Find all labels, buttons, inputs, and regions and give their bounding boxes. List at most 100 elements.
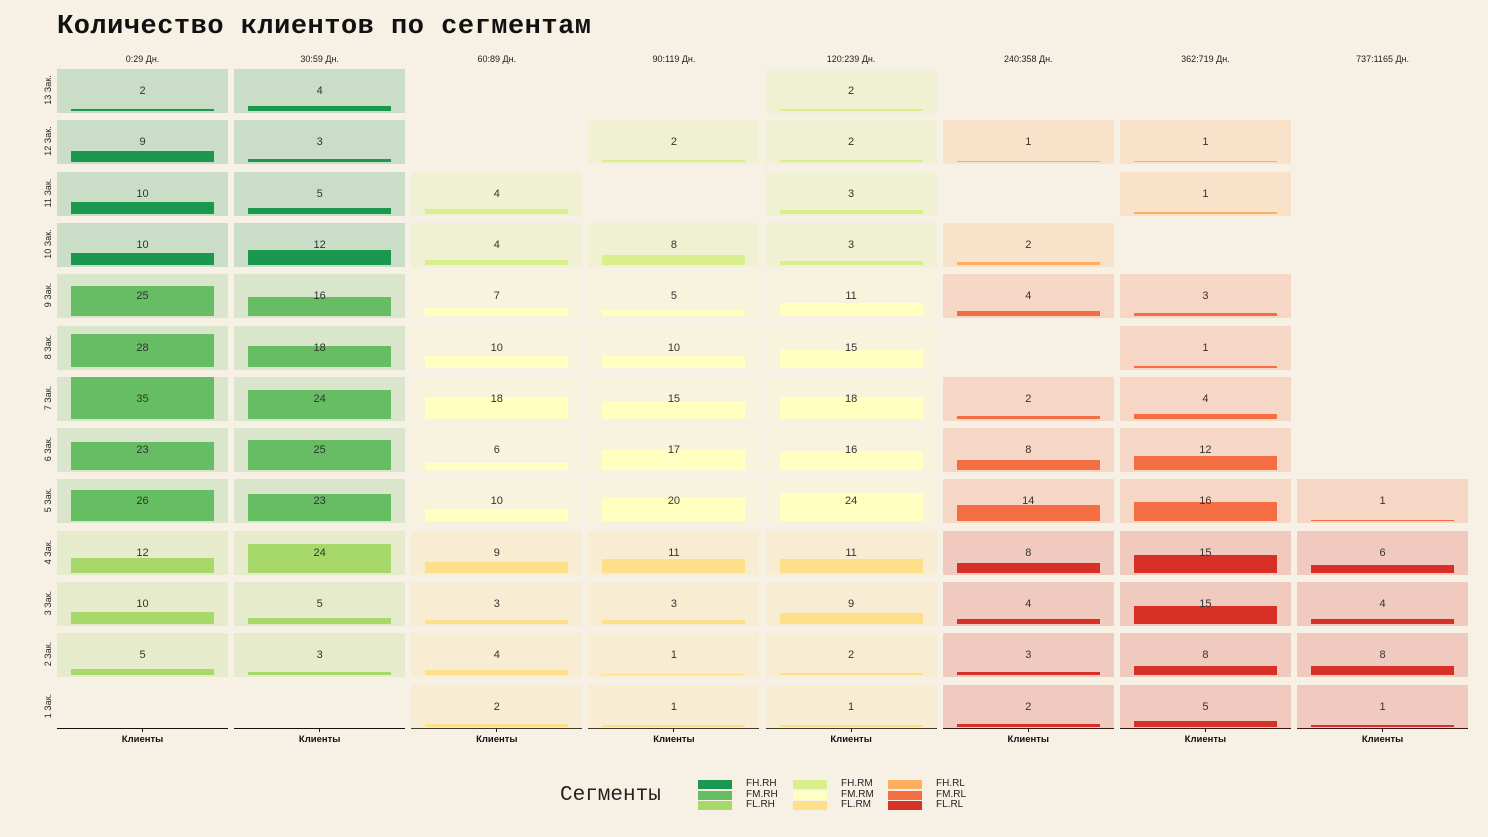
data-label: 10	[136, 598, 149, 610]
data-label: 3	[316, 136, 323, 149]
facet-panel: 1	[942, 120, 1114, 165]
row-label: 4 Зак.	[43, 539, 53, 564]
column-header: 30:59 Дн.	[300, 54, 339, 64]
facet-panel: 2	[942, 376, 1114, 421]
row-label: 1 Зак.	[43, 693, 53, 718]
data-label: 10	[667, 341, 681, 354]
row-label: 6 Зак.	[43, 436, 53, 462]
bar-fl-rm	[602, 620, 746, 624]
data-label: 5	[1202, 700, 1209, 713]
data-label: 8	[670, 238, 677, 251]
data-label: 11	[845, 290, 857, 303]
bar-fm-rh	[248, 345, 392, 368]
facet-panel: 2	[942, 222, 1114, 267]
bar-fm-rm	[602, 400, 746, 419]
data-label: 18	[313, 341, 326, 354]
data-label: 1	[1202, 136, 1209, 149]
x-axis-label: Клиенты	[121, 734, 164, 745]
data-label: 18	[490, 392, 503, 405]
bar-fm-rh	[71, 333, 214, 368]
bar-fm-rm	[602, 355, 746, 368]
facet-panel: 12	[234, 222, 406, 267]
facet-panel: 23	[234, 479, 406, 524]
bar-fh-rl	[1133, 160, 1277, 163]
facet-panel: 9	[411, 530, 583, 575]
facet-panel: 11	[765, 274, 937, 319]
legend-key-fm-rm	[793, 790, 827, 800]
facet-panel: 1	[588, 684, 760, 729]
facet-panel: 3	[234, 120, 406, 165]
bar-fl-rl	[1311, 565, 1455, 573]
data-label: 25	[313, 444, 326, 457]
data-label: 3	[493, 598, 500, 610]
x-axis-tick	[850, 729, 852, 732]
facet-panel: 10	[588, 325, 760, 370]
facet-panel: 28	[57, 325, 228, 370]
facet-panel: 15	[588, 376, 760, 421]
data-label: 16	[1199, 495, 1212, 508]
row-label: 2 Зак.	[43, 642, 53, 667]
bar-fm-rm	[425, 509, 569, 522]
facet-panel: 2	[765, 633, 937, 678]
data-label: 17	[667, 444, 681, 457]
facet-panel: 2	[588, 120, 760, 165]
x-axis-line	[411, 728, 583, 729]
bar-fm-rl	[1133, 455, 1277, 471]
bar-fh-rh	[248, 106, 392, 111]
facet-panel: 1	[1297, 684, 1469, 729]
bar-fm-rl	[956, 460, 1100, 471]
x-axis-tick	[1027, 729, 1029, 732]
bar-fl-rl	[1133, 606, 1277, 624]
data-label: 12	[313, 238, 326, 251]
facet-panel: 10	[411, 479, 583, 524]
facet-panel: 3	[588, 582, 760, 626]
facet-panel: 6	[1297, 530, 1469, 575]
data-label: 8	[1379, 649, 1386, 662]
legend-key-fh-rm	[793, 780, 827, 789]
facet-panel: 9	[57, 120, 228, 165]
facet-panel: 4	[411, 171, 583, 216]
facet-panel: 23	[57, 428, 228, 473]
facet-panel: 1	[765, 684, 937, 729]
legend-key-fl-rh	[698, 801, 732, 810]
bar-fm-rm	[602, 449, 746, 471]
bar-fh-rh	[248, 207, 392, 214]
facet-panel: 5	[57, 633, 228, 678]
facet-panel: 25	[57, 274, 228, 319]
data-label: 3	[1202, 290, 1209, 303]
bar-fl-rh	[248, 618, 392, 624]
x-axis-label: Клиенты	[1361, 734, 1404, 745]
bar-fl-rl	[1133, 554, 1277, 573]
data-label: 4	[1379, 598, 1386, 610]
x-axis-label: Клиенты	[830, 734, 872, 745]
x-axis-label: Клиенты	[1184, 734, 1227, 745]
facet-panel: 10	[57, 582, 228, 626]
bar-fm-rh	[71, 442, 214, 471]
bar-fl-rh	[71, 612, 214, 624]
bar-fl-rm	[779, 725, 923, 727]
bar-fm-rl	[1133, 312, 1277, 317]
bar-fm-rm	[602, 310, 746, 317]
legend-label: FM.RM	[841, 788, 874, 800]
x-axis-label: Клиенты	[476, 734, 518, 745]
x-axis-tick	[1382, 729, 1384, 732]
data-label: 15	[667, 392, 681, 405]
column-header: 60:89 Дн.	[477, 54, 517, 64]
x-axis-line	[57, 728, 228, 729]
facet-panel: 15	[1119, 582, 1291, 626]
data-label: 7	[493, 290, 500, 303]
legend-label: FH.RM	[841, 778, 873, 789]
bar-fl-rl	[956, 671, 1100, 676]
row-label: 7 Зак.	[43, 385, 53, 410]
bar-fm-rh	[71, 490, 214, 522]
data-label: 1	[1202, 341, 1209, 354]
legend-title: Сегменты	[560, 784, 661, 807]
row-label: 11 Зак.	[43, 178, 53, 207]
data-label: 9	[848, 598, 855, 610]
bar-fl-rh	[71, 558, 214, 573]
bar-fm-rm	[425, 397, 569, 419]
data-label: 3	[316, 649, 323, 662]
legend-key-fh-rh	[698, 780, 732, 789]
legend-label: FM.RL	[936, 788, 966, 800]
